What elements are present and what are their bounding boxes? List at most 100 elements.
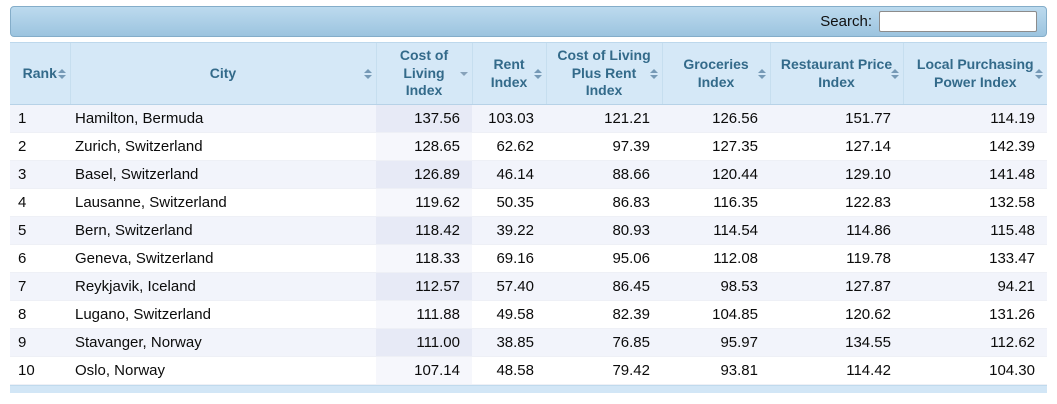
cell-city: Lausanne, Switzerland [70, 188, 376, 217]
cell-rent_index: 69.16 [472, 244, 546, 273]
column-header-rent-index[interactable]: Rent Index [471, 42, 546, 105]
cell-cost_of_living_plus_rent_index: 86.83 [546, 188, 662, 217]
column-header-rank[interactable]: Rank [10, 42, 70, 105]
column-label: Restaurant Price Index [780, 56, 893, 90]
sort-desc-icon [460, 72, 468, 76]
column-label: Rank [22, 64, 57, 81]
cell-rank: 3 [10, 160, 70, 189]
cell-cost_of_living_index: 126.89 [376, 160, 472, 189]
cell-cost_of_living_plus_rent_index: 79.42 [546, 356, 662, 385]
cell-cost_of_living_plus_rent_index: 97.39 [546, 132, 662, 161]
cell-local_purchasing_power_index: 132.58 [903, 188, 1047, 217]
column-label: Cost of Living Plus Rent Index [557, 47, 651, 99]
cell-cost_of_living_index: 112.57 [376, 272, 472, 301]
cell-city: Oslo, Norway [70, 356, 376, 385]
cell-rent_index: 48.58 [472, 356, 546, 385]
cell-restaurant_price_index: 129.10 [770, 160, 903, 189]
cell-restaurant_price_index: 127.87 [770, 272, 903, 301]
column-label: Groceries Index [683, 56, 749, 90]
cell-city: Bern, Switzerland [70, 216, 376, 245]
cell-groceries_index: 93.81 [662, 356, 770, 385]
column-label: City [209, 64, 237, 81]
cell-rent_index: 50.35 [472, 188, 546, 217]
search-label: Search: [820, 13, 872, 30]
table-footer-strip [10, 385, 1047, 393]
cell-local_purchasing_power_index: 104.30 [903, 356, 1047, 385]
cell-cost_of_living_plus_rent_index: 82.39 [546, 300, 662, 329]
sort-both-icon [650, 69, 658, 79]
search-input[interactable] [879, 11, 1037, 32]
table-row: 10 Oslo, Norway 107.14 48.58 79.42 93.81 114.4… [10, 356, 1047, 385]
cell-rent_index: 62.62 [472, 132, 546, 161]
table-row: 8 Lugano, Switzerland 111.88 49.58 82.39 104.… [10, 300, 1047, 329]
column-label: Rent Index [490, 56, 528, 90]
cell-groceries_index: 104.85 [662, 300, 770, 329]
cell-city: Zurich, Switzerland [70, 132, 376, 161]
cell-city: Hamilton, Bermuda [70, 104, 376, 133]
cell-local_purchasing_power_index: 114.19 [903, 104, 1047, 133]
header-row: Rank City Cost of Living Index Rent Inde… [10, 42, 1047, 105]
column-header-groceries-index[interactable]: Groceries Index [661, 42, 770, 105]
cell-cost_of_living_index: 118.42 [376, 216, 472, 245]
table-row: 6 Geneva, Switzerland 118.33 69.16 95.06 112.… [10, 244, 1047, 273]
cell-groceries_index: 98.53 [662, 272, 770, 301]
cell-restaurant_price_index: 151.77 [770, 104, 903, 133]
cell-cost_of_living_plus_rent_index: 80.93 [546, 216, 662, 245]
column-header-cost-of-living-index[interactable]: Cost of Living Index [375, 42, 472, 105]
sort-both-icon [364, 69, 372, 79]
cell-city: Lugano, Switzerland [70, 300, 376, 329]
table-row: 7 Reykjavik, Iceland 112.57 57.40 86.45 98.53… [10, 272, 1047, 301]
cell-city: Basel, Switzerland [70, 160, 376, 189]
cell-rank: 10 [10, 356, 70, 385]
cell-rank: 6 [10, 244, 70, 273]
column-header-cost-of-living-plus-rent-index[interactable]: Cost of Living Plus Rent Index [545, 42, 662, 105]
cell-city: Stavanger, Norway [70, 328, 376, 357]
cell-groceries_index: 126.56 [662, 104, 770, 133]
cell-rank: 9 [10, 328, 70, 357]
cell-rent_index: 39.22 [472, 216, 546, 245]
cell-restaurant_price_index: 114.86 [770, 216, 903, 245]
cell-rank: 4 [10, 188, 70, 217]
cell-groceries_index: 120.44 [662, 160, 770, 189]
cell-cost_of_living_plus_rent_index: 86.45 [546, 272, 662, 301]
table-row: 4 Lausanne, Switzerland 119.62 50.35 86.83 11… [10, 188, 1047, 217]
table-row: 3 Basel, Switzerland 126.89 46.14 88.66 120.4… [10, 160, 1047, 189]
cell-city: Reykjavik, Iceland [70, 272, 376, 301]
cell-cost_of_living_index: 111.00 [376, 328, 472, 357]
cell-rank: 7 [10, 272, 70, 301]
cell-rent_index: 38.85 [472, 328, 546, 357]
cell-restaurant_price_index: 120.62 [770, 300, 903, 329]
cost-of-living-table-page: Search: Rank City Cost of Living Index [10, 6, 1047, 393]
cell-rank: 8 [10, 300, 70, 329]
table-toolbar: Search: [10, 6, 1047, 37]
column-header-city[interactable]: City [69, 42, 376, 105]
table-row: 5 Bern, Switzerland 118.42 39.22 80.93 114.54… [10, 216, 1047, 245]
cell-cost_of_living_index: 119.62 [376, 188, 472, 217]
sort-both-icon [1035, 69, 1043, 79]
cost-of-living-table: Rank City Cost of Living Index Rent Inde… [10, 42, 1047, 385]
cell-cost_of_living_plus_rent_index: 95.06 [546, 244, 662, 273]
column-header-restaurant-price-index[interactable]: Restaurant Price Index [769, 42, 903, 105]
cell-restaurant_price_index: 134.55 [770, 328, 903, 357]
cell-cost_of_living_index: 128.65 [376, 132, 472, 161]
cell-rank: 1 [10, 104, 70, 133]
cell-local_purchasing_power_index: 94.21 [903, 272, 1047, 301]
cell-rent_index: 103.03 [472, 104, 546, 133]
table-row: 1 Hamilton, Bermuda 137.56 103.03 121.21 126.… [10, 104, 1047, 133]
cell-cost_of_living_plus_rent_index: 76.85 [546, 328, 662, 357]
cell-rank: 2 [10, 132, 70, 161]
cell-restaurant_price_index: 119.78 [770, 244, 903, 273]
cell-groceries_index: 116.35 [662, 188, 770, 217]
cell-rent_index: 46.14 [472, 160, 546, 189]
cell-groceries_index: 127.35 [662, 132, 770, 161]
sort-both-icon [891, 69, 899, 79]
cell-groceries_index: 95.97 [662, 328, 770, 357]
cell-rent_index: 57.40 [472, 272, 546, 301]
cell-cost_of_living_index: 107.14 [376, 356, 472, 385]
column-header-local-purchasing-power-index[interactable]: Local Purchasing Power Index [902, 42, 1047, 105]
table-row: 2 Zurich, Switzerland 128.65 62.62 97.39 127.… [10, 132, 1047, 161]
cell-restaurant_price_index: 122.83 [770, 188, 903, 217]
cell-groceries_index: 114.54 [662, 216, 770, 245]
column-label: Cost of Living Index [399, 47, 449, 99]
cell-local_purchasing_power_index: 115.48 [903, 216, 1047, 245]
